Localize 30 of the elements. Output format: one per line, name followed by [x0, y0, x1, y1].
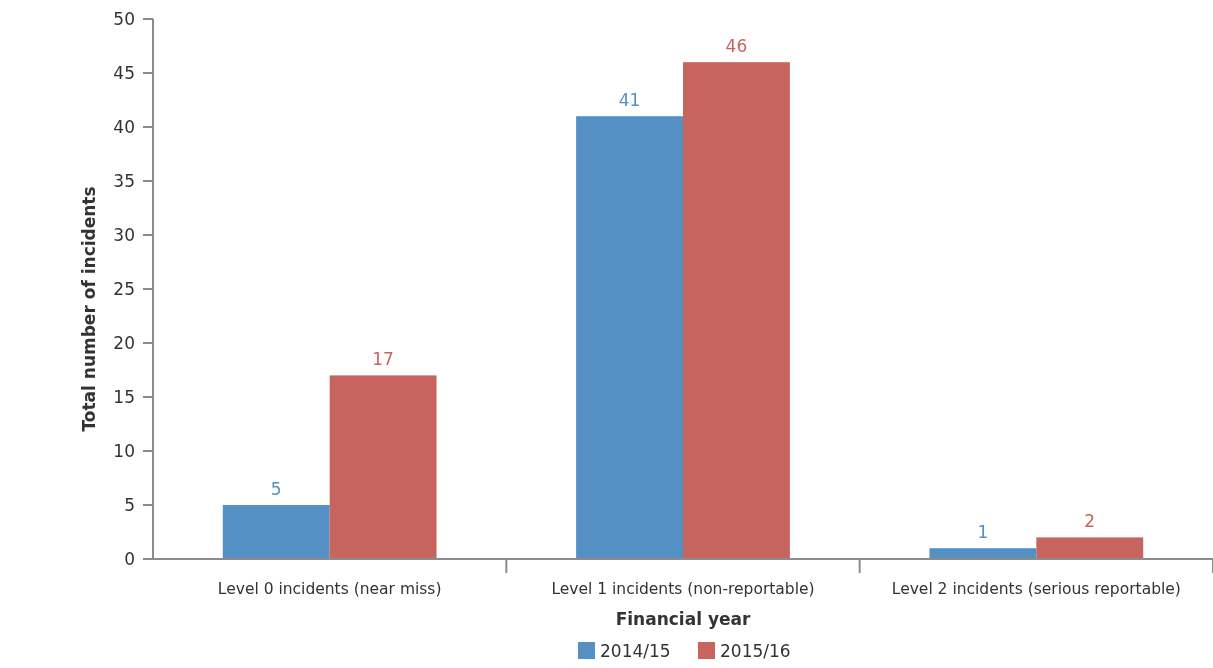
y-tick-label: 20 [113, 332, 135, 353]
bar [222, 505, 330, 559]
y-tick-label: 40 [113, 116, 135, 137]
y-tick-label: 5 [124, 494, 135, 515]
data-label: 46 [725, 36, 748, 57]
bar [683, 62, 790, 559]
data-label: 1 [977, 522, 989, 543]
y-tick-label: 25 [113, 278, 135, 299]
x-axis-title: Financial year [615, 609, 751, 629]
legend-label: 2015/16 [720, 641, 791, 661]
legend-label: 2014/15 [600, 641, 671, 661]
y-tick-label: 45 [113, 62, 135, 83]
y-tick-label: 50 [113, 8, 135, 29]
bar [576, 116, 683, 559]
bar [329, 375, 437, 559]
y-tick-label: 0 [124, 548, 135, 569]
x-tick-label: Level 1 incidents (non-reportable) [551, 580, 815, 598]
x-tick-label: Level 0 incidents (near miss) [217, 580, 442, 598]
bar [929, 548, 1037, 559]
data-label: 17 [372, 349, 394, 370]
y-tick-label: 15 [113, 386, 135, 407]
y-tick-label: 35 [113, 170, 135, 191]
bar [1036, 537, 1144, 559]
data-label: 5 [270, 479, 282, 499]
x-tick-label: Level 2 incidents (serious reportable) [891, 580, 1181, 598]
y-tick-label: 10 [113, 440, 135, 461]
y-axis-title: Total number of incidents [79, 186, 99, 432]
data-label: 41 [618, 90, 641, 111]
y-tick-label: 30 [113, 224, 135, 245]
data-label: 2 [1084, 511, 1096, 532]
